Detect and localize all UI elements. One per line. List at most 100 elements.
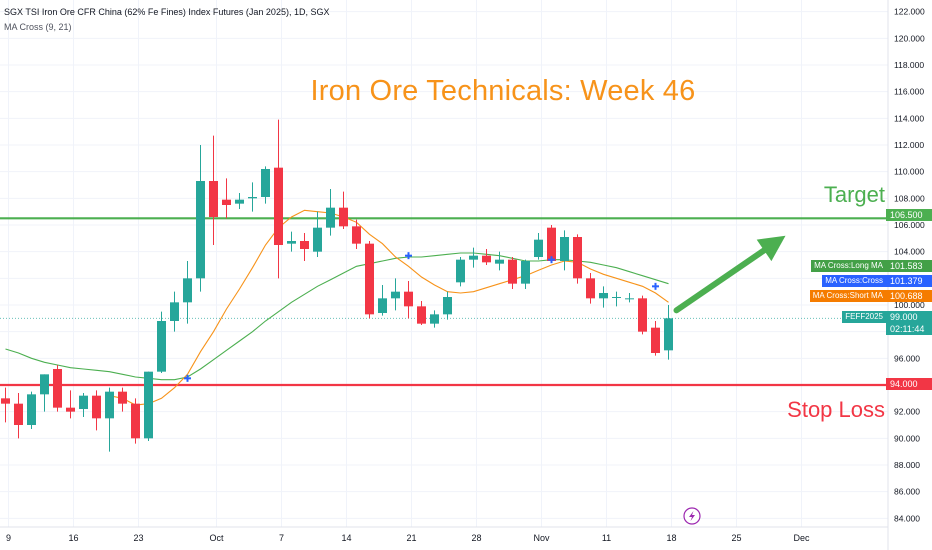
short-ma-value: 100.688 xyxy=(886,290,932,302)
long-ma-value: 101.583 xyxy=(886,260,932,272)
cross-marker xyxy=(405,252,412,260)
candle[interactable] xyxy=(105,387,114,452)
forecast-arrow-head xyxy=(756,235,786,262)
candle[interactable] xyxy=(612,291,621,307)
candle-body xyxy=(79,395,88,409)
price-tick-label: 114.000 xyxy=(894,113,924,123)
forecast-arrow xyxy=(673,235,786,314)
candle[interactable] xyxy=(326,189,335,236)
candle-body xyxy=(547,227,556,261)
time-tick-label: 23 xyxy=(133,533,143,543)
candle-body xyxy=(456,259,465,283)
candle[interactable] xyxy=(664,305,673,360)
candle[interactable] xyxy=(469,247,478,268)
candle[interactable] xyxy=(638,295,647,335)
candle[interactable] xyxy=(625,293,634,303)
candle-body xyxy=(222,199,231,205)
candle[interactable] xyxy=(365,241,374,319)
candle[interactable] xyxy=(196,145,205,292)
countdown-value: 02:11:44 xyxy=(886,323,932,335)
candle[interactable] xyxy=(92,390,101,431)
candle-body xyxy=(534,239,543,257)
candle[interactable] xyxy=(274,119,283,279)
candle-body xyxy=(651,327,660,353)
candle[interactable] xyxy=(339,191,348,229)
candle[interactable] xyxy=(651,321,660,356)
candle-body xyxy=(248,197,257,199)
last-symbol-label: FEFF2025 xyxy=(842,311,886,323)
candle-body xyxy=(508,259,517,284)
candle-body xyxy=(92,395,101,419)
candle[interactable] xyxy=(313,211,322,257)
candle[interactable] xyxy=(66,390,75,419)
time-tick-label: 21 xyxy=(406,533,416,543)
candle[interactable] xyxy=(53,365,62,412)
candle[interactable] xyxy=(131,398,140,444)
candle[interactable] xyxy=(586,273,595,304)
candle[interactable] xyxy=(352,219,361,249)
candle[interactable] xyxy=(79,393,88,417)
candle-body xyxy=(469,255,478,260)
candle[interactable] xyxy=(287,231,296,252)
indicator-legend[interactable]: MA Cross (9, 21) xyxy=(4,22,72,32)
candle[interactable] xyxy=(534,233,543,260)
cross-markers xyxy=(184,252,659,382)
candle-body xyxy=(339,207,348,227)
candle[interactable] xyxy=(261,166,270,204)
candle[interactable] xyxy=(300,233,309,261)
candle[interactable] xyxy=(118,387,127,412)
candle-body xyxy=(599,293,608,299)
candle-body xyxy=(105,391,114,419)
time-tick-label: 14 xyxy=(341,533,351,543)
candle[interactable] xyxy=(222,178,231,219)
time-tick-label: 11 xyxy=(602,533,611,543)
candle-body xyxy=(261,169,270,197)
price-tick-label: 118.000 xyxy=(894,60,924,70)
candle[interactable] xyxy=(547,225,556,263)
time-tick-label: Nov xyxy=(533,533,550,543)
candle[interactable] xyxy=(144,371,153,441)
candle[interactable] xyxy=(443,291,452,320)
candle-body xyxy=(209,181,218,217)
candle[interactable] xyxy=(248,182,257,212)
candle[interactable] xyxy=(27,391,36,429)
candles[interactable] xyxy=(1,119,673,452)
moving-averages xyxy=(5,209,669,406)
candle[interactable] xyxy=(1,387,10,423)
lightning-bolt-icon[interactable] xyxy=(683,507,701,525)
stop-loss-annotation: Stop Loss xyxy=(787,397,885,422)
candle[interactable] xyxy=(430,310,439,328)
target-price-tag: 106.500 xyxy=(886,209,932,221)
candle[interactable] xyxy=(508,257,517,289)
candle[interactable] xyxy=(170,291,179,332)
candle[interactable] xyxy=(157,311,166,373)
candle[interactable] xyxy=(599,286,608,308)
candle[interactable] xyxy=(573,234,582,284)
time-tick-label: 28 xyxy=(471,533,481,543)
symbol-title[interactable]: SGX TSI Iron Ore CFR China (62% Fe Fines… xyxy=(4,7,330,17)
candle-body xyxy=(235,199,244,204)
candle[interactable] xyxy=(40,374,49,412)
candle-body xyxy=(27,394,36,425)
candle[interactable] xyxy=(560,230,569,271)
price-tick-label: 122.000 xyxy=(894,7,925,17)
candle-body xyxy=(287,241,296,244)
candle[interactable] xyxy=(456,257,465,287)
candle[interactable] xyxy=(183,261,192,324)
candle[interactable] xyxy=(482,249,491,265)
candle[interactable] xyxy=(209,135,218,245)
candle[interactable] xyxy=(404,281,413,319)
candle-body xyxy=(391,291,400,299)
candle[interactable] xyxy=(417,301,426,325)
candle[interactable] xyxy=(521,259,530,289)
time-axis[interactable]: 9 16 23 Oct 7 14 21 28 Nov 11 18 25 Dec xyxy=(0,526,888,543)
candle[interactable] xyxy=(14,393,23,439)
candle[interactable] xyxy=(378,285,387,316)
time-tick-label: 7 xyxy=(279,533,284,543)
candle[interactable] xyxy=(235,193,244,209)
candle[interactable] xyxy=(495,251,504,271)
candle-body xyxy=(352,226,361,244)
candle[interactable] xyxy=(391,278,400,311)
price-tick-label: 104.000 xyxy=(894,247,925,257)
